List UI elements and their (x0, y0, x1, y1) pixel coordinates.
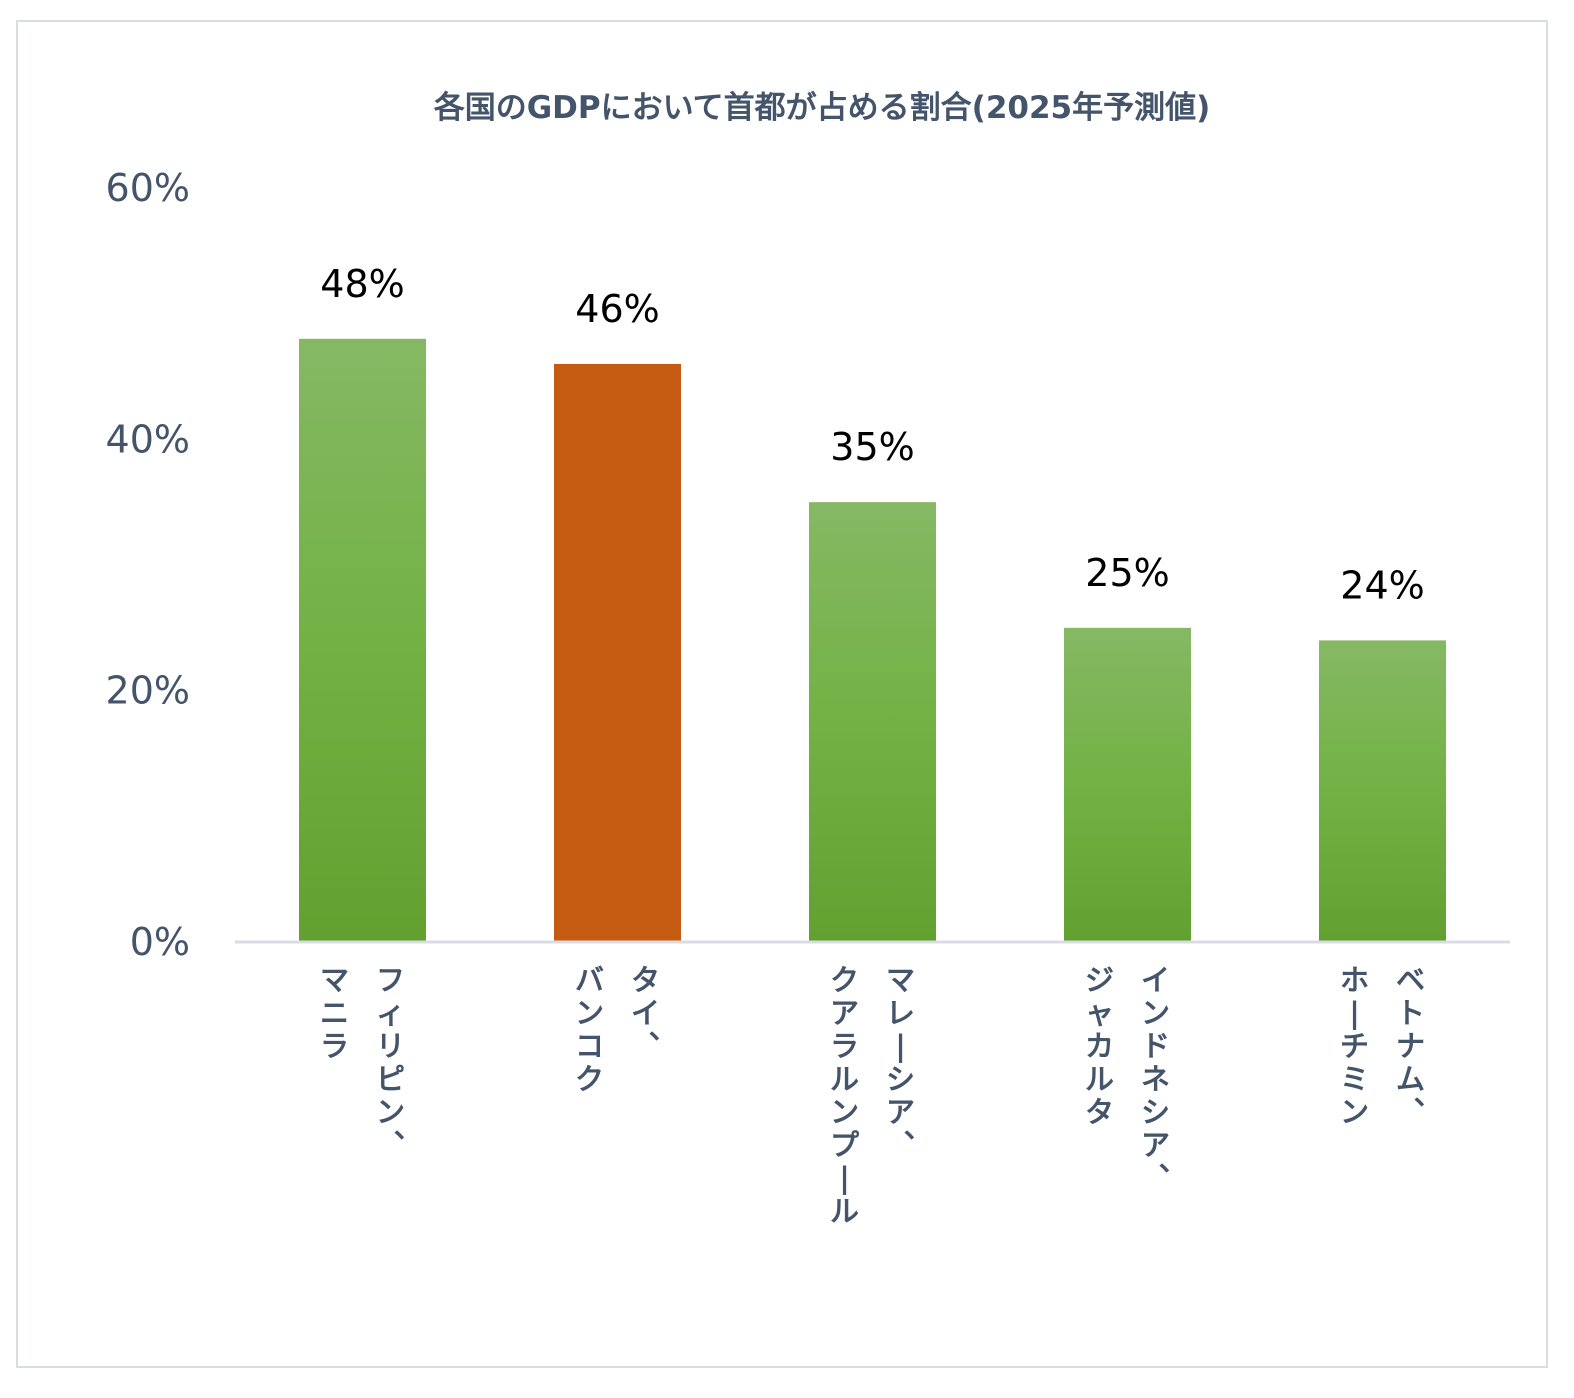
x-tick-label-char: ク (830, 963, 859, 997)
x-tick-label-char: ラ (320, 1029, 349, 1063)
x-tick-label-char: ア (886, 1095, 915, 1129)
x-tick-label-char: マ (886, 963, 915, 997)
x-tick-label-char: ニ (320, 996, 349, 1030)
x-tick-label-char: ホ (1340, 963, 1369, 997)
x-tick-label-char: ル (830, 1062, 859, 1096)
data-label: 24% (1340, 563, 1424, 607)
x-tick-label-char: ア (830, 996, 859, 1030)
x-tick-label-char: ︑ (1141, 1161, 1170, 1195)
x-tick-label-char: ル (1085, 1062, 1114, 1096)
x-tick-label-char: ィ (376, 996, 405, 1030)
x-tick-label-char: レ (886, 996, 915, 1030)
x-tick-label-char: ン (575, 996, 604, 1030)
x-tick-label-char: ア (1141, 1128, 1170, 1162)
bar (1064, 627, 1191, 942)
x-tick-label-char: ド (1141, 1029, 1170, 1063)
y-tick-label: 60% (106, 166, 190, 210)
data-label: 48% (320, 262, 404, 306)
x-tick-label-char: ャ (1085, 996, 1114, 1030)
x-tick-label-char: ク (575, 1062, 604, 1096)
x-tick-label-char: ン (1141, 996, 1170, 1030)
bar (554, 363, 681, 942)
data-labels: 48% 46% 35% 25% 24% (320, 262, 1424, 608)
x-tick-label-char: ラ (830, 1029, 859, 1063)
x-tick-label-char: ︑ (631, 1029, 660, 1063)
data-label: 25% (1085, 551, 1169, 595)
x-tick-label-char: ル (830, 1194, 859, 1228)
x-tick-label-char: ネ (1141, 1062, 1170, 1096)
x-tick-label-char: カ (1085, 1029, 1114, 1063)
x-tick-label-char: ︑ (886, 1128, 915, 1162)
bar (299, 338, 426, 942)
y-tick-label: 0% (130, 920, 190, 964)
bar (809, 502, 936, 942)
x-tick-label-char: | (895, 1029, 906, 1063)
chart-title: 各国のGDPにおいて首都が占める割合(2025年予測値) (433, 90, 1211, 126)
x-tick-label-char: ジ (1085, 963, 1114, 997)
x-tick-label-char: タ (631, 963, 660, 997)
chart-frame (16, 20, 1548, 1368)
x-tick-label-char: ︑ (1396, 1095, 1425, 1129)
x-tick-label-char: シ (1141, 1095, 1170, 1129)
x-axis-labels: フィリピン︑マニラタイ︑バンコクマレ|シア︑クアラルンプ|ルインドネシア︑ジャカ… (320, 963, 1425, 1228)
data-label: 35% (830, 425, 914, 469)
y-tick-label: 20% (106, 669, 190, 713)
x-tick-label-char: バ (575, 963, 604, 997)
x-tick-label-char: チ (1340, 1029, 1369, 1063)
x-tick-label-char: | (839, 1161, 850, 1195)
x-tick-label-char: リ (376, 1029, 405, 1063)
x-tick-label-char: ン (830, 1095, 859, 1129)
x-tick-label-char: プ (830, 1128, 860, 1162)
x-tick-label-char: イ (631, 996, 660, 1030)
x-tick-label-char: イ (1141, 963, 1170, 997)
x-tick-label-char: タ (1085, 1095, 1114, 1129)
bars (299, 338, 1446, 942)
x-tick-label-char: ピ (376, 1062, 405, 1096)
x-tick-label-char: コ (575, 1029, 604, 1063)
x-tick-label-char: ︑ (376, 1128, 405, 1162)
y-tick-label: 40% (106, 417, 190, 461)
x-tick-label-char: ナ (1396, 1029, 1425, 1063)
x-tick-label-char: ト (1396, 996, 1425, 1030)
x-tick-label-char: ベ (1396, 963, 1425, 997)
data-label: 46% (575, 287, 659, 331)
x-tick-label-char: ン (1340, 1095, 1369, 1129)
x-tick-label-char: フ (376, 963, 405, 997)
x-tick-label-char: ミ (1340, 1062, 1369, 1096)
bar (1319, 640, 1446, 942)
x-tick-label-char: シ (886, 1062, 915, 1096)
x-tick-label-char: | (1349, 996, 1360, 1030)
y-axis-ticks: 0% 20% 40% 60% (106, 166, 190, 964)
x-tick-label-char: ム (1396, 1062, 1425, 1096)
x-tick-label-char: マ (320, 963, 349, 997)
x-tick-label-char: ン (376, 1095, 405, 1129)
